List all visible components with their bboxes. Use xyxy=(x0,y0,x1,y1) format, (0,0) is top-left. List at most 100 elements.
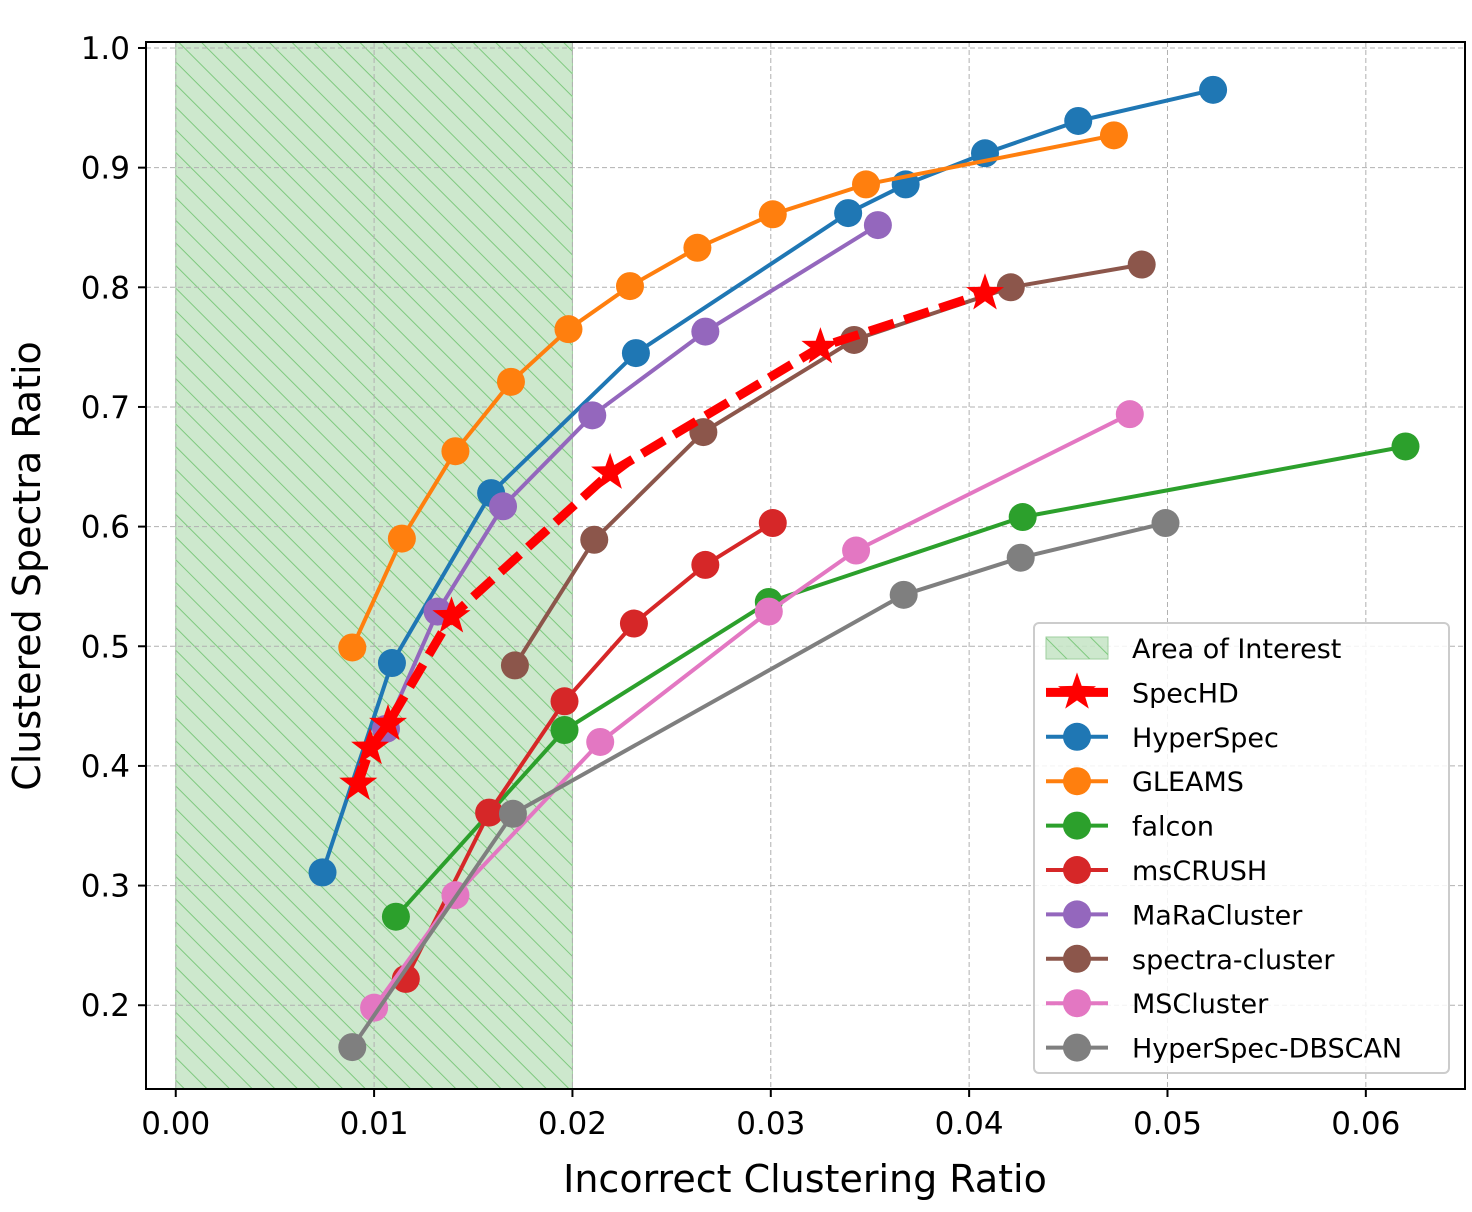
series-spechd xyxy=(339,273,1004,801)
y-tick-label: 1.0 xyxy=(81,31,130,67)
data-point xyxy=(475,798,504,827)
legend-marker xyxy=(1063,722,1091,751)
data-point xyxy=(550,716,579,745)
legend-label: spectra-cluster xyxy=(1132,945,1335,976)
series-line-maracluster xyxy=(384,223,879,730)
data-point xyxy=(351,728,390,765)
legend-entry-hyperspec-dbscan: HyperSpec-DBSCAN xyxy=(1046,1033,1402,1065)
data-point xyxy=(339,763,378,801)
data-point xyxy=(338,1033,367,1062)
legend-marker xyxy=(1063,944,1091,973)
data-point xyxy=(996,273,1025,302)
data-point xyxy=(591,452,630,489)
x-axis-label: Incorrect Clustering Ratio xyxy=(563,1157,1047,1201)
legend-entry-spechd: SpecHD xyxy=(1046,672,1239,709)
series-hyperspec-dbscan xyxy=(338,509,1180,1062)
x-tick-label: 0.04 xyxy=(935,1106,1004,1142)
data-point xyxy=(851,170,880,199)
legend-marker xyxy=(1063,900,1091,929)
data-point xyxy=(1127,250,1156,279)
data-point xyxy=(758,200,787,229)
legend-entry-hyperspec: HyperSpec xyxy=(1046,722,1279,754)
ticks: 0.00 0.01 0.02 0.03 0.04 0.05 0.06 0.2 0.3 0.4 0.5… xyxy=(81,31,1401,1142)
y-tick-label: 0.8 xyxy=(81,270,130,306)
legend-marker xyxy=(1063,811,1091,840)
data-point xyxy=(489,492,518,521)
data-point xyxy=(1199,75,1228,104)
data-point xyxy=(966,273,1004,310)
legend-entry-falcon: falcon xyxy=(1046,811,1214,843)
data-point xyxy=(554,315,583,344)
series-mscrush xyxy=(391,509,787,993)
data-point xyxy=(621,339,650,368)
data-point xyxy=(500,651,529,680)
legend-entry-mscrush: msCRUSH xyxy=(1046,856,1267,887)
legend-label: falcon xyxy=(1132,812,1214,843)
series-spectra-cluster xyxy=(500,250,1156,680)
data-point xyxy=(1099,121,1128,150)
x-tick-label: 0.05 xyxy=(1133,1106,1202,1142)
data-point xyxy=(683,233,712,262)
legend-entry-spectra-cluster: spectra-cluster xyxy=(1046,944,1335,976)
legend-label: HyperSpec xyxy=(1132,723,1279,754)
y-tick-label: 0.2 xyxy=(81,988,130,1024)
data-point xyxy=(360,993,389,1022)
legend-entry-maracluster: MaRaCluster xyxy=(1046,900,1303,931)
legend-marker xyxy=(1063,856,1091,884)
data-point xyxy=(842,536,871,565)
data-point xyxy=(377,649,406,678)
data-point xyxy=(1006,543,1035,572)
data-point xyxy=(834,199,863,228)
data-point xyxy=(308,858,337,887)
y-tick-label: 0.7 xyxy=(81,390,130,426)
y-axis-label: Clustered Spectra Ratio xyxy=(5,341,49,791)
data-point xyxy=(863,211,892,240)
data-point xyxy=(441,437,470,466)
data-point xyxy=(432,596,471,633)
legend-label: HyperSpec-DBSCAN xyxy=(1132,1034,1402,1065)
x-tick-label: 0.03 xyxy=(736,1106,805,1142)
legend-marker xyxy=(1063,989,1091,1018)
data-point xyxy=(801,327,840,364)
legend-marker xyxy=(1063,767,1091,796)
series-line-spectra-cluster xyxy=(513,262,1143,667)
data-point xyxy=(754,597,783,626)
legend-box xyxy=(1033,622,1450,1074)
x-tick-label: 0.06 xyxy=(1331,1106,1400,1142)
data-point xyxy=(586,727,615,756)
data-point xyxy=(889,580,918,609)
data-point xyxy=(338,633,367,662)
data-point xyxy=(498,799,527,828)
y-tick-label: 0.6 xyxy=(81,510,130,546)
data-point xyxy=(615,272,644,301)
series-gleams xyxy=(338,121,1128,662)
data-point xyxy=(496,367,525,396)
legend-label: msCRUSH xyxy=(1132,856,1267,887)
data-point xyxy=(381,902,410,931)
series-line-gleams xyxy=(350,133,1115,649)
legend-entry-area-of-interest: Area of Interest xyxy=(1045,634,1341,665)
legend-entry-gleams: GLEAMS xyxy=(1046,767,1244,798)
legend-label: Area of Interest xyxy=(1132,634,1341,665)
legend-marker xyxy=(1058,672,1096,709)
data-point xyxy=(758,509,787,538)
y-tick-label: 0.3 xyxy=(81,869,130,905)
y-tick-label: 0.4 xyxy=(81,749,130,785)
legend-label: MSCluster xyxy=(1132,989,1269,1020)
x-tick-label: 0.02 xyxy=(538,1106,607,1142)
legend-marker xyxy=(1063,1033,1091,1062)
data-point xyxy=(578,401,607,430)
data-point xyxy=(550,687,579,716)
data-point xyxy=(691,317,720,346)
data-point xyxy=(369,704,407,741)
data-point xyxy=(1151,509,1180,538)
data-point xyxy=(691,550,720,579)
y-tick-label: 0.5 xyxy=(81,629,130,665)
series-layer xyxy=(308,75,1420,1062)
data-point xyxy=(1391,432,1420,461)
x-tick-label: 0.01 xyxy=(340,1106,409,1142)
data-point xyxy=(1008,503,1037,532)
legend-entry-mscluster: MSCluster xyxy=(1046,989,1269,1020)
data-point xyxy=(387,524,416,553)
